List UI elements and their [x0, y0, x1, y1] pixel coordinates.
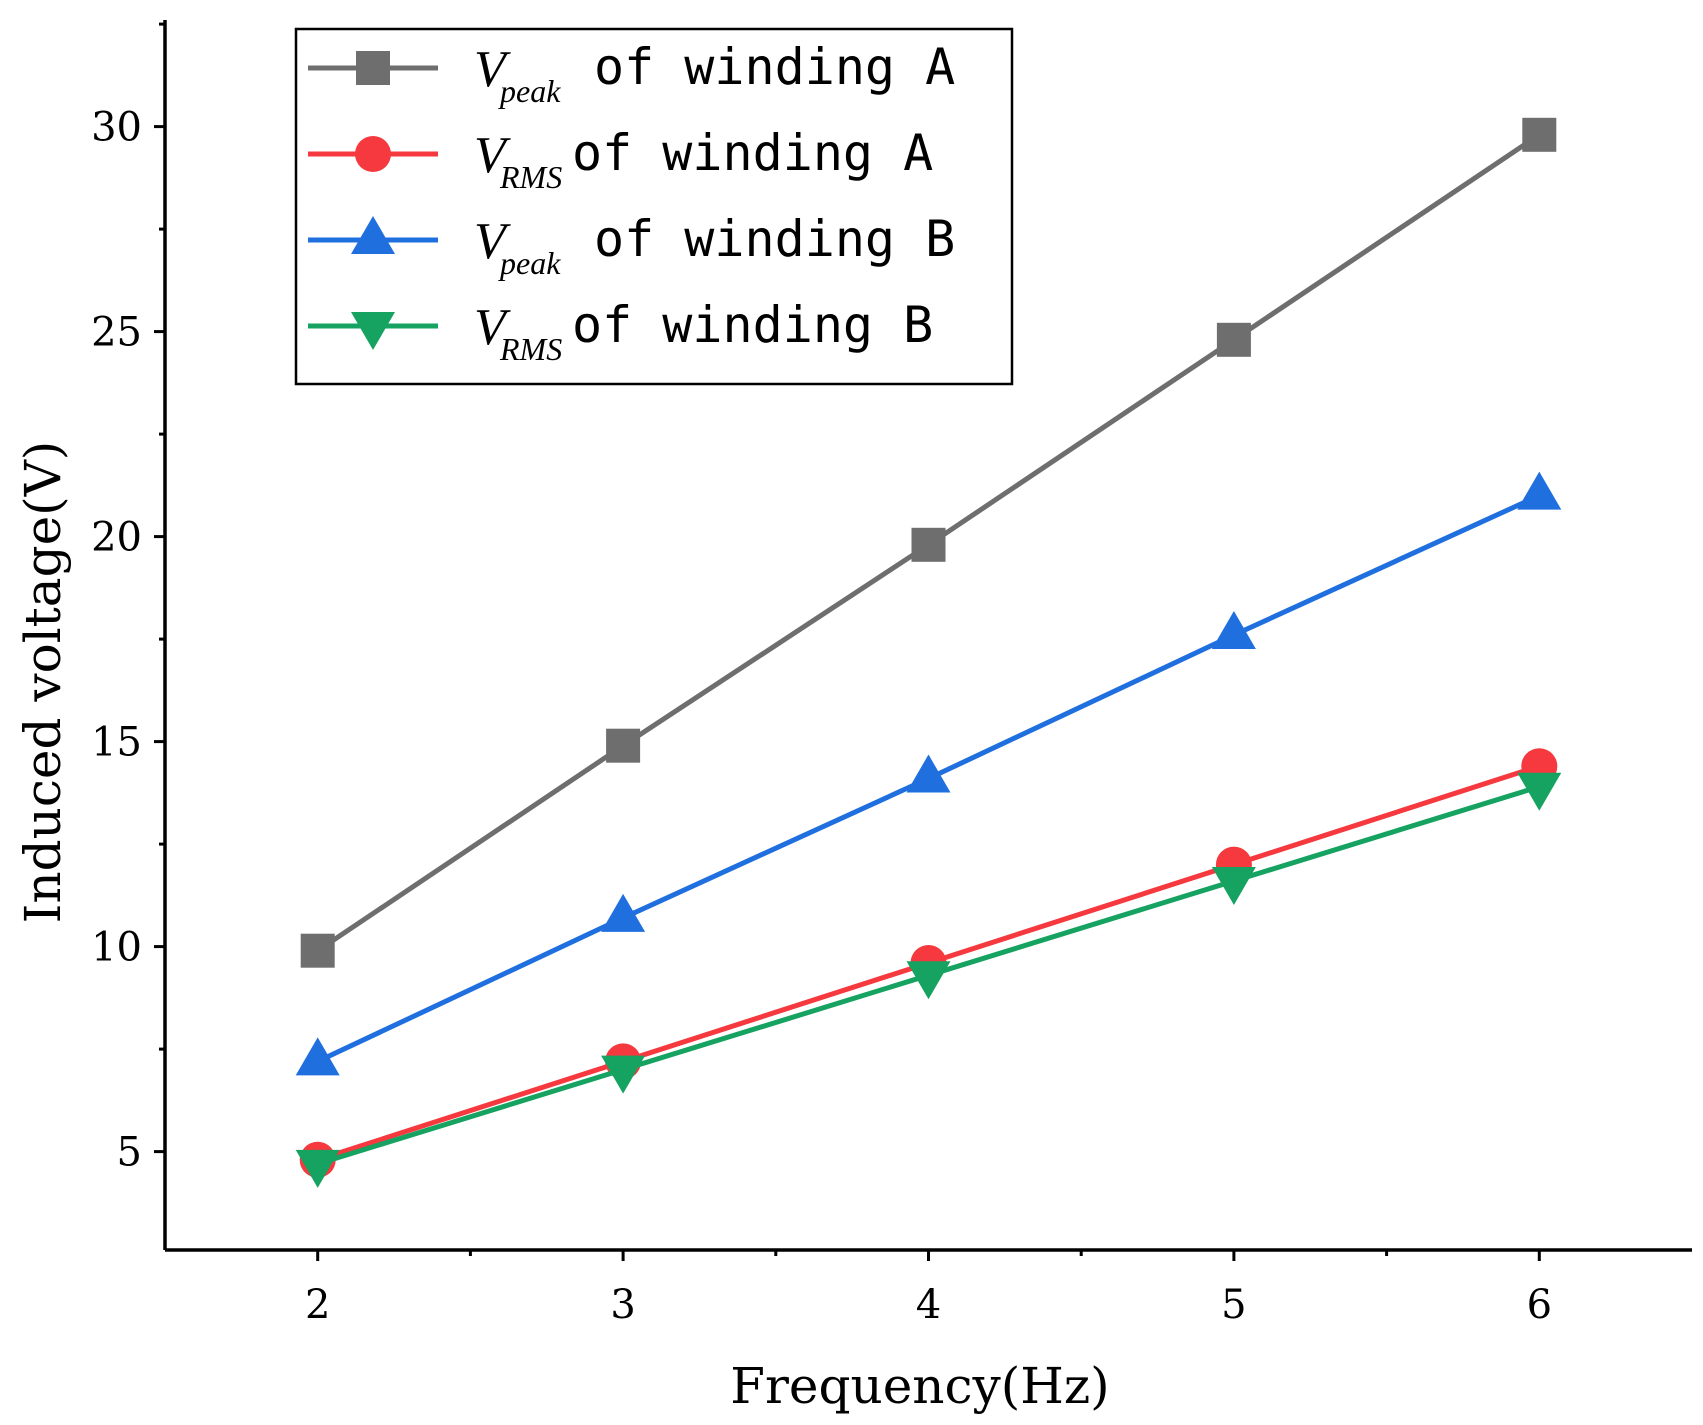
- series-vpeak-of-winding-b: [295, 471, 1562, 1076]
- point-vrms-of-winding-b-4: [906, 961, 951, 1000]
- point-vpeak-of-winding-b-6: [1517, 471, 1562, 510]
- legend-label: of winding B: [572, 296, 933, 354]
- point-vpeak-of-winding-a-6: [1522, 117, 1557, 152]
- y-tick-label-20: 20: [91, 515, 142, 561]
- x-tick-label-5: 5: [1221, 1282, 1246, 1328]
- y-tick-label-5: 5: [117, 1130, 142, 1176]
- legend-label: of winding A: [594, 38, 955, 96]
- legend-symbol: V: [474, 127, 511, 184]
- point-vrms-of-winding-b-5: [1211, 867, 1256, 905]
- legend-subscript: RMS: [499, 159, 562, 195]
- y-tick-label-25: 25: [91, 310, 142, 356]
- point-vrms-of-winding-b-3: [601, 1055, 646, 1094]
- point-vpeak-of-winding-a-5: [1216, 322, 1251, 357]
- legend-symbol: V: [474, 213, 511, 270]
- y-tick-label-10: 10: [91, 925, 142, 971]
- point-vpeak-of-winding-a-4: [911, 527, 946, 562]
- x-tick-label-3: 3: [610, 1282, 635, 1328]
- x-tick-label-4: 4: [916, 1282, 941, 1328]
- point-vpeak-of-winding-a-2: [300, 933, 335, 968]
- legend-subscript: peak: [498, 73, 561, 109]
- point-vrms-of-winding-b-2: [295, 1149, 340, 1188]
- series-vrms-of-winding-b: [295, 772, 1562, 1188]
- legend-marker-vpeak-of-winding-b: [351, 216, 395, 254]
- y-tick-label-15: 15: [91, 720, 142, 766]
- point-vpeak-of-winding-b-4: [906, 754, 951, 793]
- x-axis-title: Frequency(Hz): [730, 1357, 1109, 1415]
- legend-marker-vpeak-of-winding-a: [356, 51, 390, 85]
- plot-area: 2 3 4 5 6 5 10 15 20 25 30: [91, 20, 1692, 1328]
- point-vrms-of-winding-b-6: [1517, 772, 1562, 811]
- point-vpeak-of-winding-b-2: [295, 1037, 340, 1076]
- legend-subscript: RMS: [499, 331, 562, 367]
- legend-marker-vrms-of-winding-b: [351, 312, 395, 350]
- legend-marker-vrms-of-winding-a: [355, 136, 391, 172]
- x-tick-label-2: 2: [305, 1282, 330, 1328]
- legend-label: of winding B: [594, 210, 955, 268]
- point-vpeak-of-winding-b-3: [601, 893, 646, 932]
- legend-symbol: V: [474, 41, 511, 98]
- series-layer: [295, 117, 1562, 1188]
- series-vpeak-of-winding-a: [300, 117, 1557, 968]
- legend-subscript: peak: [498, 245, 561, 281]
- legend-label: of winding A: [572, 124, 933, 182]
- y-tick-label-30: 30: [91, 105, 142, 151]
- point-vpeak-of-winding-a-3: [606, 728, 641, 763]
- x-tick-label-6: 6: [1527, 1282, 1552, 1328]
- ticks-layer: 2 3 4 5 6 5 10 15 20 25 30: [91, 22, 1552, 1328]
- y-axis-title: Induced voltage(V): [14, 441, 72, 924]
- legend-symbol: V: [474, 299, 511, 356]
- point-vpeak-of-winding-b-5: [1211, 611, 1256, 649]
